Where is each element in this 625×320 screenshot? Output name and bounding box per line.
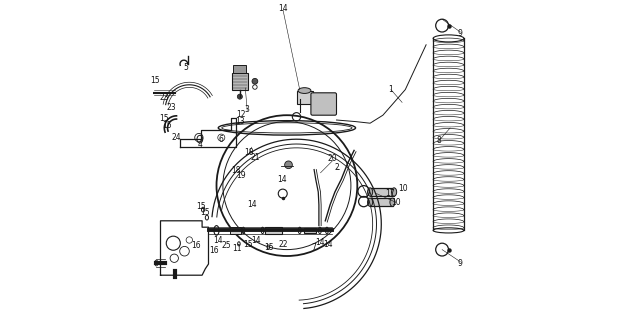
Text: 15: 15: [162, 121, 171, 130]
Ellipse shape: [391, 188, 397, 196]
Text: 5: 5: [184, 63, 189, 72]
Text: 15: 15: [201, 208, 210, 217]
Ellipse shape: [368, 198, 372, 206]
Bar: [304, 228, 316, 233]
Text: 7: 7: [312, 243, 316, 252]
Bar: [296, 91, 312, 104]
Text: 8: 8: [436, 136, 441, 145]
Text: 15: 15: [243, 240, 252, 249]
Text: 14: 14: [252, 236, 261, 245]
Text: 16: 16: [209, 246, 219, 255]
Text: 25: 25: [222, 241, 231, 250]
Text: 15: 15: [150, 76, 160, 84]
Bar: [230, 227, 241, 234]
Text: 12: 12: [236, 110, 245, 119]
Text: 14: 14: [323, 240, 332, 249]
Bar: [370, 198, 392, 206]
Text: 15: 15: [159, 114, 169, 123]
Bar: [234, 65, 246, 73]
Text: 21: 21: [250, 153, 259, 162]
Text: 9: 9: [458, 259, 462, 268]
Text: 17: 17: [385, 189, 395, 198]
Circle shape: [238, 94, 242, 99]
Circle shape: [252, 78, 258, 84]
Text: 14: 14: [213, 236, 223, 245]
Ellipse shape: [298, 88, 311, 93]
Text: 6: 6: [219, 135, 224, 144]
Bar: [232, 73, 248, 90]
Text: 11: 11: [232, 244, 242, 253]
Text: 4: 4: [198, 140, 202, 149]
Text: 20: 20: [328, 154, 338, 163]
Text: 22: 22: [279, 240, 289, 249]
Text: 14: 14: [277, 175, 287, 184]
Text: 9: 9: [458, 29, 462, 38]
Text: 1: 1: [389, 85, 393, 94]
Text: 13: 13: [236, 117, 246, 126]
Text: 19: 19: [237, 171, 246, 180]
Circle shape: [284, 161, 292, 169]
Bar: [264, 227, 282, 234]
Text: 24: 24: [172, 133, 181, 142]
Text: 14: 14: [278, 4, 288, 12]
Text: 18: 18: [232, 166, 241, 175]
Text: 3: 3: [245, 105, 249, 114]
Text: 14: 14: [316, 238, 325, 247]
Text: 14: 14: [247, 200, 256, 209]
Ellipse shape: [390, 198, 395, 206]
Text: 23: 23: [167, 103, 176, 112]
Text: 10: 10: [398, 184, 408, 193]
Text: 23: 23: [160, 93, 169, 102]
Ellipse shape: [368, 188, 372, 196]
FancyBboxPatch shape: [311, 93, 336, 115]
Text: 15: 15: [264, 244, 274, 252]
Text: 15: 15: [196, 202, 206, 211]
Text: 18: 18: [244, 148, 253, 157]
Text: 16: 16: [191, 241, 201, 250]
Text: 2: 2: [334, 163, 339, 172]
Text: 10: 10: [391, 198, 401, 207]
Bar: [370, 188, 394, 196]
